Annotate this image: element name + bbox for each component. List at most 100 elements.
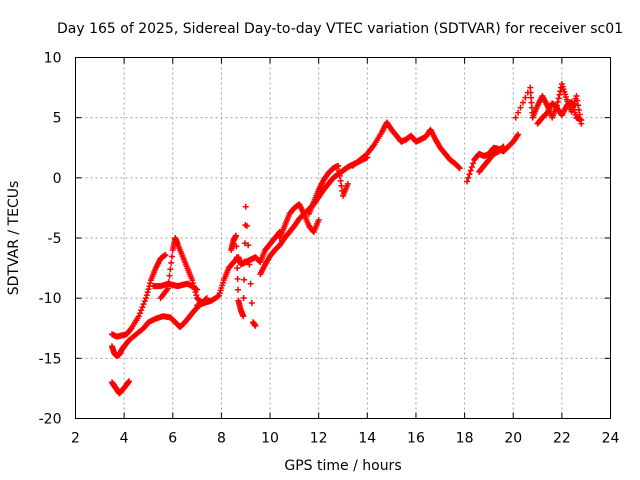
data-point bbox=[165, 279, 172, 286]
data-point bbox=[575, 102, 582, 109]
x-tick-label: 10 bbox=[261, 431, 279, 447]
data-point bbox=[143, 292, 150, 299]
data-point bbox=[242, 203, 249, 210]
data-point bbox=[527, 89, 534, 96]
x-tick-label: 18 bbox=[456, 431, 474, 447]
data-point bbox=[162, 251, 169, 258]
data-point bbox=[139, 304, 146, 311]
x-tick-label: 4 bbox=[120, 431, 129, 447]
data-point bbox=[468, 164, 475, 171]
data-point bbox=[233, 254, 240, 261]
series-early-lower bbox=[108, 302, 203, 359]
data-point bbox=[191, 286, 198, 293]
data-point bbox=[514, 132, 521, 139]
data-point bbox=[500, 143, 507, 150]
data-point bbox=[336, 172, 343, 179]
data-point bbox=[515, 131, 522, 138]
data-point bbox=[240, 294, 247, 301]
data-point bbox=[512, 114, 519, 121]
data-point bbox=[465, 174, 472, 181]
data-point bbox=[515, 109, 522, 116]
data-point bbox=[164, 285, 171, 292]
data-point bbox=[466, 171, 473, 178]
series-midday-c bbox=[305, 162, 351, 217]
y-axis-label: SDTVAR / TECUs bbox=[6, 181, 22, 296]
data-point bbox=[528, 94, 535, 101]
data-point bbox=[234, 265, 241, 272]
data-point bbox=[556, 91, 563, 98]
y-tick-label: 10 bbox=[44, 51, 62, 67]
data-point bbox=[243, 222, 250, 229]
series-night bbox=[512, 80, 585, 127]
data-point bbox=[455, 164, 462, 171]
y-tick-label: -20 bbox=[39, 412, 62, 428]
data-point bbox=[522, 94, 529, 101]
data-point bbox=[167, 266, 174, 273]
data-point bbox=[144, 289, 151, 296]
data-point bbox=[145, 286, 152, 293]
series-early-upper-c bbox=[157, 235, 210, 306]
data-point bbox=[241, 240, 248, 247]
series-evening-b bbox=[476, 143, 507, 175]
data-point bbox=[235, 286, 242, 293]
data-point bbox=[246, 261, 253, 268]
data-point bbox=[241, 258, 248, 265]
data-point bbox=[527, 84, 534, 91]
data-point bbox=[499, 144, 506, 151]
x-tick-label: 12 bbox=[310, 431, 328, 447]
data-point bbox=[240, 313, 247, 320]
data-point bbox=[143, 295, 150, 302]
x-tick-label: 6 bbox=[168, 431, 177, 447]
data-point bbox=[136, 310, 143, 317]
data-point bbox=[233, 243, 240, 250]
data-point bbox=[555, 95, 562, 102]
data-point bbox=[248, 299, 255, 306]
data-point bbox=[140, 301, 147, 308]
data-point bbox=[147, 280, 154, 287]
series-morning-spikes bbox=[228, 203, 259, 329]
data-point bbox=[234, 275, 241, 282]
x-tick-label: 2 bbox=[71, 431, 80, 447]
data-point bbox=[190, 280, 197, 287]
data-point bbox=[168, 259, 175, 266]
data-point bbox=[528, 99, 535, 106]
data-point bbox=[578, 117, 585, 124]
data-point bbox=[190, 283, 197, 290]
data-point bbox=[574, 97, 581, 104]
data-points bbox=[108, 80, 585, 397]
data-point bbox=[141, 298, 148, 305]
y-tick-label: 0 bbox=[53, 171, 62, 187]
data-point bbox=[192, 289, 199, 296]
x-tick-label: 22 bbox=[553, 431, 571, 447]
data-point bbox=[456, 165, 463, 172]
data-point bbox=[464, 178, 471, 185]
data-point bbox=[247, 280, 254, 287]
y-tick-label: -15 bbox=[39, 351, 62, 367]
data-point bbox=[166, 272, 173, 279]
series-afternoon bbox=[349, 119, 463, 172]
y-tick-label: -10 bbox=[39, 291, 62, 307]
data-point bbox=[517, 104, 524, 111]
x-tick-label: 8 bbox=[217, 431, 226, 447]
x-tick-label: 20 bbox=[504, 431, 522, 447]
data-point bbox=[138, 307, 145, 314]
data-point bbox=[315, 216, 322, 223]
data-point bbox=[127, 326, 134, 333]
y-tick-label: 5 bbox=[53, 111, 62, 127]
y-tick-label: -5 bbox=[48, 231, 62, 247]
data-point bbox=[335, 167, 342, 174]
data-point bbox=[193, 292, 200, 299]
data-point bbox=[189, 277, 196, 284]
series-night-b bbox=[534, 99, 585, 127]
series-evening bbox=[464, 131, 522, 185]
data-point bbox=[245, 242, 252, 249]
chart-title: Day 165 of 2025, Sidereal Day-to-day VTE… bbox=[57, 21, 623, 37]
data-point bbox=[135, 313, 142, 320]
data-point bbox=[241, 276, 248, 283]
data-point bbox=[554, 99, 561, 106]
data-point bbox=[335, 162, 342, 169]
x-tick-label: 14 bbox=[358, 431, 376, 447]
